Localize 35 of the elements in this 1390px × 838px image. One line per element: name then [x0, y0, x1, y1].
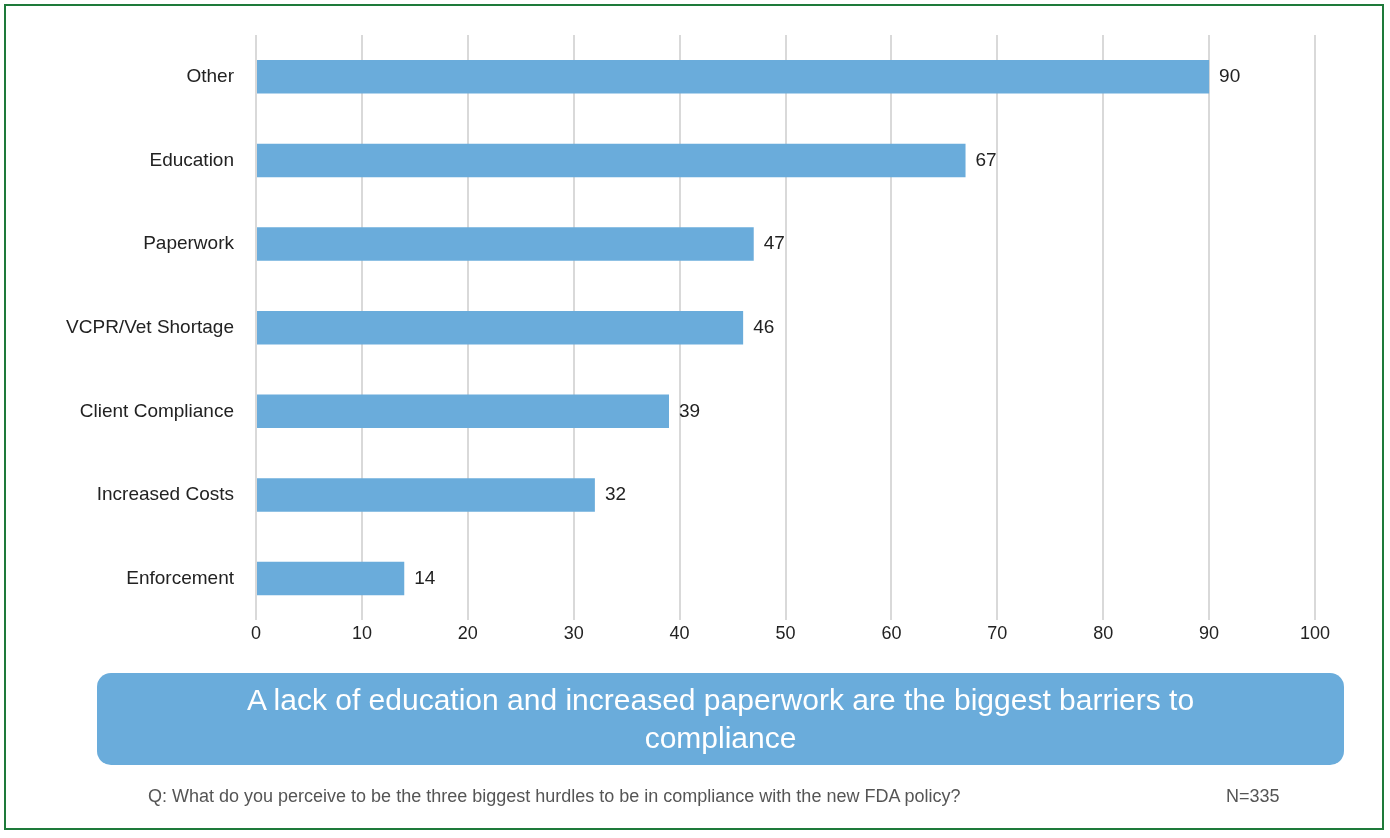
data-label: 46	[753, 315, 775, 337]
data-label: 67	[975, 148, 997, 170]
bar	[257, 561, 405, 596]
data-label: 39	[679, 399, 701, 421]
y-tick-label: Paperwork	[143, 232, 235, 254]
x-tick-label: 90	[1199, 623, 1220, 644]
bar	[257, 310, 744, 345]
x-tick-label: 20	[457, 623, 478, 644]
x-tick-label: 40	[669, 623, 690, 644]
y-tick-label: Education	[149, 148, 234, 170]
x-tick-label: 100	[1299, 623, 1331, 644]
bar	[257, 227, 754, 261]
y-tick-label: VCPR/Vet Shortage	[66, 315, 234, 337]
x-tick-label: 70	[987, 623, 1008, 644]
y-tick-label: Other	[186, 65, 235, 87]
data-label: 14	[414, 566, 436, 588]
bar	[257, 478, 595, 512]
x-tick-label: 80	[1093, 623, 1114, 644]
x-tick-label: 60	[881, 623, 902, 644]
y-tick-label: Enforcement	[126, 566, 235, 588]
y-tick-label: Increased Costs	[96, 483, 234, 505]
x-tick-label: 0	[250, 623, 262, 644]
data-label: 32	[604, 483, 627, 505]
x-tick-label: 50	[775, 623, 796, 644]
data-label: 47	[763, 232, 785, 254]
y-tick-label: Client Compliance	[79, 399, 234, 421]
text: A lack of education and increased paperwork are the biggest barriers to compliance	[97, 673, 1344, 765]
text: Q: What do you perceive to be the three biggest hurdles to be in compliance with the new FDA policy?	[148, 786, 961, 807]
bar	[257, 394, 670, 429]
data-label: 90	[1219, 65, 1241, 87]
bar	[257, 60, 1210, 94]
text: N=335	[1226, 786, 1280, 807]
x-tick-label: 10	[351, 623, 372, 644]
bar	[257, 143, 966, 178]
x-tick-label: 30	[563, 623, 584, 644]
